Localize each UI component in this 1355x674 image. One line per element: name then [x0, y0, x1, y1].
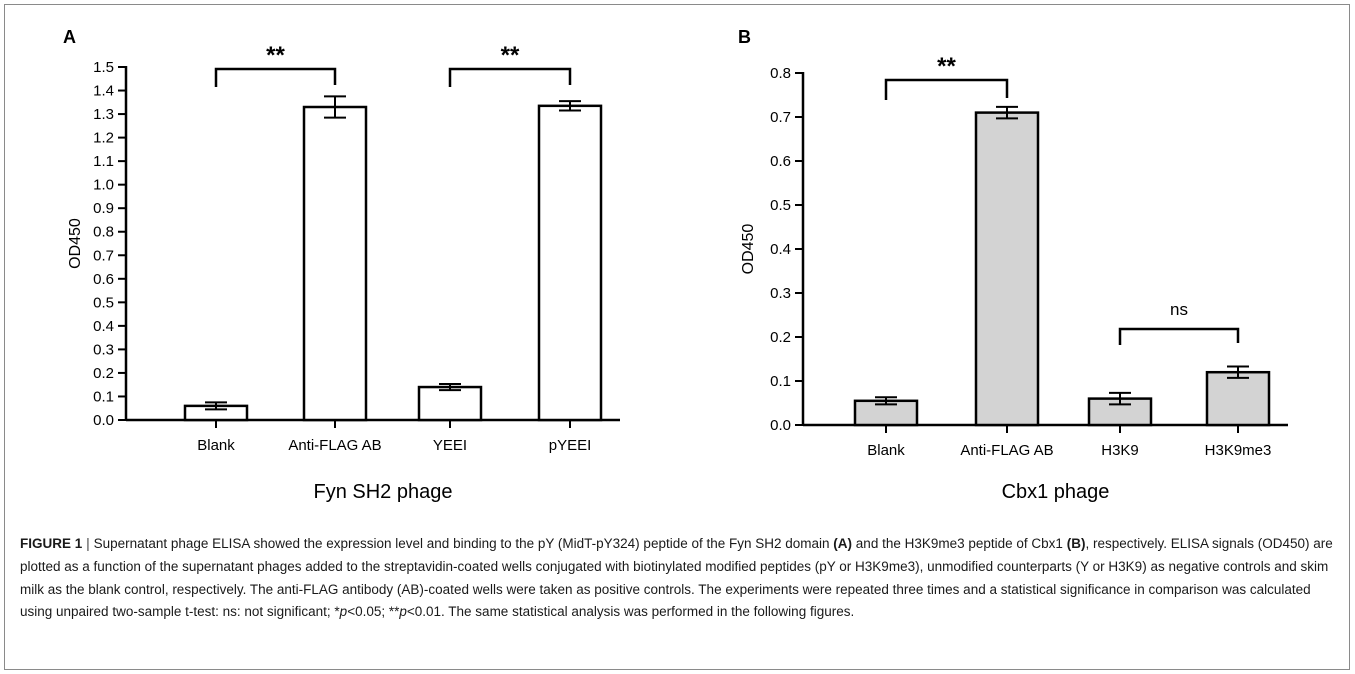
caption-text-4: <0.05; **	[347, 604, 400, 620]
panel-a-bar	[417, 385, 483, 422]
caption-p-1: p	[339, 604, 348, 620]
panel-b-significance-label: ns	[1170, 300, 1188, 319]
panel-a-y-axis-label: OD450	[67, 218, 84, 269]
panel-a-y-tick-label: 1.5	[93, 59, 114, 76]
panel-a-x-axis-label: Fyn SH2 phage	[314, 481, 453, 503]
panel-b-bar	[1205, 370, 1271, 427]
panel-a-category-label: pYEEI	[549, 437, 592, 454]
panel-a-y-tick-label: 0.6	[93, 271, 114, 288]
panel-a-y-tick-label: 1.0	[93, 177, 114, 194]
panel-b-significance-bracket	[884, 78, 1009, 100]
figure-caption: FIGURE 1 | Supernatant phage ELISA showe…	[20, 533, 1335, 624]
panel-b-y-axis-label: OD450	[740, 224, 757, 275]
panel-a-category-label: Blank	[197, 437, 235, 454]
panel-b-y-tick-label: 0.1	[770, 373, 791, 390]
panel-a-y-tick-label: 0.7	[93, 247, 114, 264]
panel-a-y-tick-label: 0.5	[93, 294, 114, 311]
panel-b-category-label: H3K9	[1101, 442, 1139, 459]
caption-label: FIGURE 1	[20, 536, 83, 551]
panel-a-category-label: Anti-FLAG AB	[288, 437, 381, 454]
panel-b-category-label: Anti-FLAG AB	[960, 442, 1053, 459]
caption-text-5: <0.01. The same statistical analysis was…	[406, 604, 855, 620]
charts-canvas: A 0.0 0.1 0.2 0.3 0.4 0.5 0.6 0.7 0.8 0.9 1.0 1.1 1.2…	[63, 27, 1288, 503]
panel-b-y-tick-label: 0.4	[770, 241, 791, 258]
panel-a-y-tick-label: 1.1	[93, 153, 114, 170]
panel-a-y-tick-label: 0.3	[93, 341, 114, 358]
panel-b-significance-bracket	[1118, 327, 1240, 345]
panel-a-y-tick-label: 0.8	[93, 224, 114, 241]
caption-p-2: p	[399, 604, 407, 620]
panel-a-y-tick-label: 1.3	[93, 106, 114, 123]
panel-b-significance-label: **	[937, 53, 956, 80]
panel-a-y-tick-label: 0.9	[93, 200, 114, 217]
panel-a-y-tick-label: 1.2	[93, 130, 114, 147]
caption-text-2: and the H3K9me3 peptide of Cbx1	[852, 536, 1067, 551]
panel-b-y-tick-label: 0.3	[770, 285, 791, 302]
panel-a-label: A	[63, 27, 76, 47]
panel-a-y-tick-label: 0.4	[93, 318, 114, 335]
panel-b-category-label: H3K9me3	[1205, 442, 1272, 459]
panel-b-y-tick-label: 0.0	[770, 417, 791, 434]
panel-a-y-tick-label: 0.0	[93, 412, 114, 429]
panel-b-y-tick-label: 0.7	[770, 109, 791, 126]
caption-separator: |	[86, 536, 90, 551]
caption-text-1: Supernatant phage ELISA showed the expre…	[89, 536, 834, 551]
panel-b-y-tick-label: 0.5	[770, 197, 791, 214]
panel-a-bar	[302, 105, 368, 422]
caption-text-3: , respectively. ELISA signals (OD450) ar…	[20, 536, 1333, 620]
panel-a-significance-label: **	[501, 42, 520, 69]
panel-a-significance-bracket	[214, 67, 337, 87]
panel-a-bar	[537, 104, 603, 422]
caption-ref-b: (B)	[1066, 536, 1086, 551]
panel-a-significance-label: **	[266, 42, 285, 69]
figure-frame	[4, 4, 1350, 670]
panel-a-y-tick-label: 0.2	[93, 365, 114, 382]
panel-b-y-tick-label: 0.2	[770, 329, 791, 346]
panel-a-y-tick-label: 0.1	[93, 388, 114, 405]
panel-a-category-label: YEEI	[433, 437, 467, 454]
panel-b-x-axis-label: Cbx1 phage	[1002, 481, 1110, 503]
panel-a-significance-bracket	[448, 67, 572, 87]
panel-a-y-tick-label: 1.4	[93, 83, 114, 100]
panel-b-bar	[974, 111, 1040, 427]
panel-b-y-tick-label: 0.8	[770, 65, 791, 82]
caption-ref-a: (A)	[833, 536, 853, 551]
panel-b-label: B	[738, 27, 751, 47]
panel-b-y-tick-label: 0.6	[770, 153, 791, 170]
panel-b-category-label: Blank	[867, 442, 905, 459]
